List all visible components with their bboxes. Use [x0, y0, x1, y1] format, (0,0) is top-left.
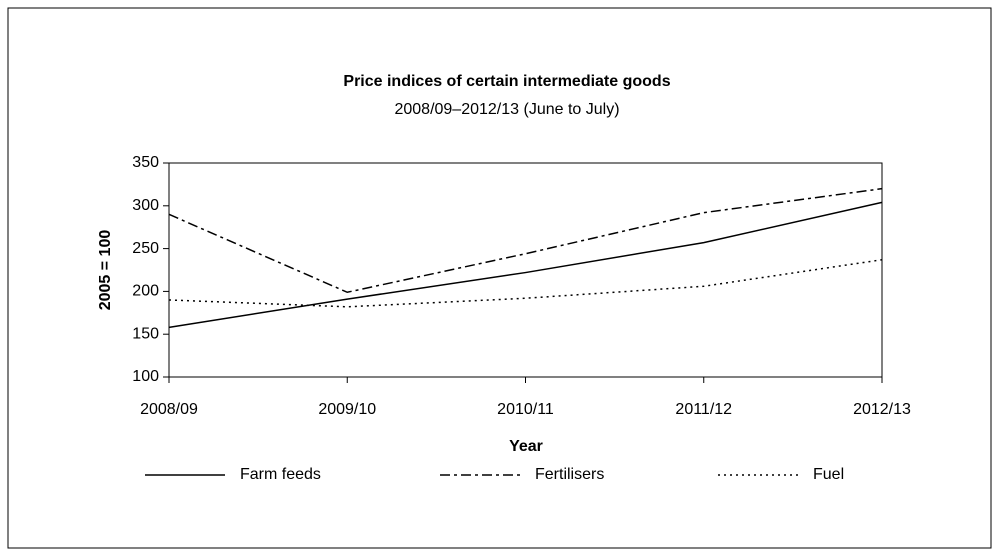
y-tick-label: 350	[132, 154, 159, 171]
legend-label: Farm feeds	[240, 466, 321, 483]
x-tick-label: 2009/10	[318, 401, 376, 418]
x-axis-title: Year	[509, 438, 543, 455]
y-tick-label: 250	[132, 240, 159, 257]
series-line	[168, 187, 883, 294]
series-line	[168, 201, 883, 329]
y-tick-label: 100	[132, 368, 159, 385]
frame	[7, 7, 992, 549]
chart-subtitle: 2008/09–2012/13 (June to July)	[394, 101, 619, 118]
y-tick-label: 300	[132, 197, 159, 214]
y-tick-label: 150	[132, 325, 159, 342]
x-tick-label: 2008/09	[140, 401, 198, 418]
plot-area	[168, 162, 883, 378]
x-tick-label: 2011/12	[675, 401, 732, 418]
x-tick-label: 2012/13	[853, 401, 911, 418]
y-tick-label: 200	[132, 283, 159, 300]
legend-label: Fuel	[813, 466, 844, 483]
legend-label: Fertilisers	[535, 466, 604, 483]
y-axis-title: 2005 = 100	[97, 230, 114, 311]
x-tick-label: 2010/11	[497, 401, 554, 418]
series-line	[168, 258, 883, 308]
chart-title: Price indices of certain intermediate go…	[343, 73, 670, 90]
